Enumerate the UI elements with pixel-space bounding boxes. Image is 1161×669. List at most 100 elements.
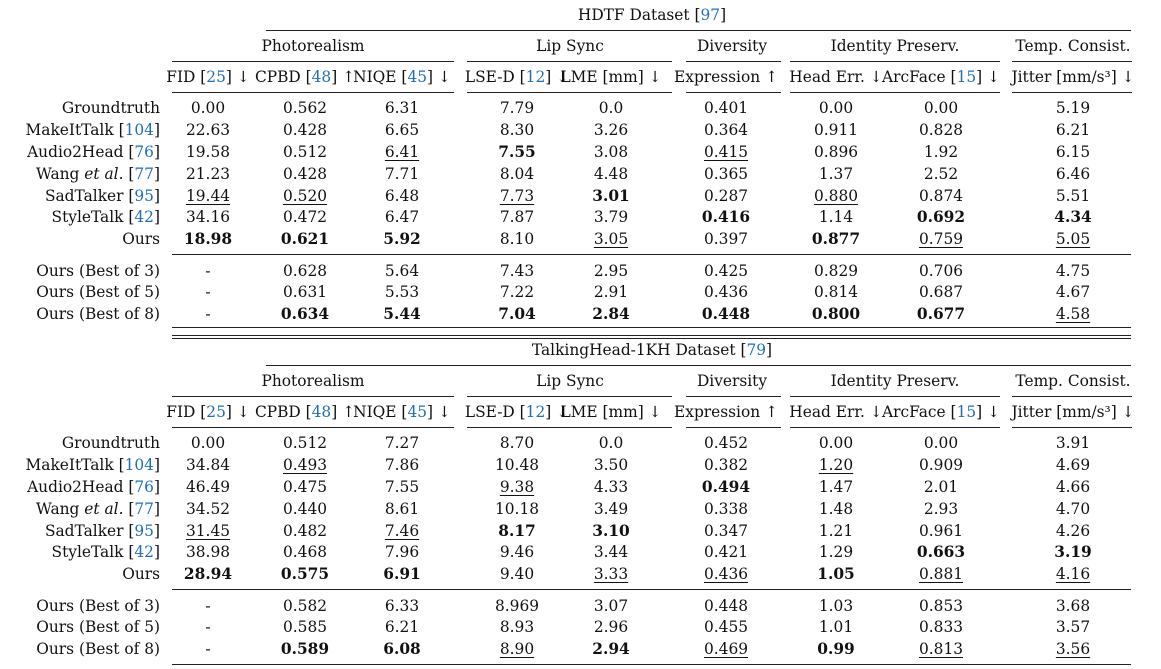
metric-name: LSE-D — [464, 403, 515, 421]
table-cell: 4.33 — [593, 478, 629, 496]
group-header: Lip Sync — [536, 37, 604, 55]
table-cell: 0.582 — [282, 597, 328, 615]
citation-link[interactable]: 104 — [124, 121, 154, 139]
table-cell: 0.909 — [918, 456, 964, 474]
table-cell: 0.365 — [703, 165, 749, 183]
table-cell: 5.19 — [1055, 99, 1091, 117]
table-cell: 38.98 — [185, 543, 231, 561]
citation-link[interactable]: 79 — [746, 341, 767, 359]
citation-link[interactable]: 76 — [134, 143, 154, 161]
citation-link[interactable]: 76 — [134, 478, 154, 496]
metric-name: Head Err. — [789, 68, 865, 86]
table-cell: 0.0 — [598, 99, 624, 117]
metric-name: Jitter [mm/s³] — [1011, 403, 1117, 421]
group-rule — [790, 396, 1000, 397]
table-cell: 0.833 — [918, 618, 964, 636]
citation-link[interactable]: 77 — [134, 165, 154, 183]
table-cell: 0.634 — [280, 305, 330, 323]
method-name: Ours (Best of 8) — [36, 305, 160, 323]
table-cell: 3.19 — [1054, 543, 1092, 561]
dataset-rule — [266, 365, 1131, 366]
citation-link[interactable]: 15 — [956, 68, 977, 86]
table-cell: 1.14 — [818, 208, 854, 226]
table-cell: 0.00 — [190, 434, 226, 452]
method-text: MakeItTalk — [25, 456, 114, 474]
citation-link[interactable]: 42 — [134, 543, 154, 561]
group-header: Identity Preserv. — [831, 37, 960, 55]
table-bottom-rule — [172, 327, 1131, 328]
table-cell: 0.397 — [703, 230, 749, 248]
header-bottom-rule — [790, 427, 1000, 428]
citation-link[interactable]: 77 — [134, 500, 154, 518]
citation-link[interactable]: 104 — [124, 456, 154, 474]
table-cell: 0.520 — [282, 187, 328, 205]
arrow-down-icon: ↓ — [437, 403, 451, 421]
method-name: Ours (Best of 5) — [36, 283, 160, 301]
table-cell: 0.589 — [280, 640, 330, 658]
group-header-text: Identity Preserv. — [830, 37, 960, 55]
table-cell: 3.07 — [593, 597, 629, 615]
table-cell: 0.706 — [918, 262, 964, 280]
arrow-down-icon: ↓ — [236, 403, 250, 421]
citation-link[interactable]: 48 — [311, 68, 332, 86]
table-cell: 6.47 — [384, 208, 420, 226]
citation-link[interactable]: 45 — [407, 403, 428, 421]
table-cell: 5.51 — [1055, 187, 1091, 205]
metric-name: LSE-D — [464, 68, 515, 86]
method-name: Ours (Best of 3) — [36, 597, 160, 615]
table-cell: 0.692 — [916, 208, 966, 226]
citation-link[interactable]: 97 — [700, 6, 721, 24]
method-name: Groundtruth — [62, 434, 160, 452]
metric-header: CPBD [48] ↑ — [254, 403, 356, 421]
citation-link[interactable]: 12 — [525, 68, 546, 86]
dataset-title-text: HDTF Dataset — [577, 6, 690, 24]
group-header-text: Identity Preserv. — [830, 372, 960, 390]
table-cell: 34.52 — [185, 500, 231, 518]
metric-header: LME [mm] ↓ — [560, 68, 661, 86]
table-cell: 0.364 — [703, 121, 749, 139]
citation-link[interactable]: 95 — [134, 522, 154, 540]
group-header-text: Photorealism — [261, 372, 365, 390]
dataset-title-text: TalkingHead-1KH Dataset — [531, 341, 736, 359]
metric-name: Expression — [674, 403, 761, 421]
table-top-rule — [172, 335, 1131, 336]
section-rule — [172, 254, 1131, 255]
table-cell: 1.05 — [817, 565, 855, 583]
metric-header: LSE-D [12] ↓ — [464, 68, 570, 86]
arrow-down-icon: ↓ — [648, 403, 662, 421]
table-cell: 0.415 — [703, 143, 749, 161]
table-cell: 7.79 — [499, 99, 535, 117]
citation-link[interactable]: 45 — [407, 68, 428, 86]
dataset-title: HDTF Dataset [97] — [577, 6, 727, 24]
table-cell: 0.469 — [703, 640, 749, 658]
group-rule — [686, 61, 781, 62]
table-cell: 0.00 — [818, 99, 854, 117]
results-table: TalkingHead-1KH Dataset [79] Photorealism… — [0, 335, 1161, 665]
table-cell: 7.71 — [384, 165, 420, 183]
citation-link[interactable]: 48 — [311, 403, 332, 421]
metric-name: NIQE — [353, 403, 397, 421]
citation-link[interactable]: 15 — [956, 403, 977, 421]
citation-link[interactable]: 12 — [525, 403, 546, 421]
table-cell: 7.22 — [499, 283, 535, 301]
table-cell: 0.814 — [813, 283, 859, 301]
table-cell: 0.853 — [918, 597, 964, 615]
method-text: Groundtruth — [61, 434, 160, 452]
metric-name: ArcFace — [882, 68, 946, 86]
citation-link[interactable]: 25 — [206, 68, 226, 86]
table-cell: 0.677 — [916, 305, 966, 323]
table-cell: 9.38 — [499, 478, 535, 496]
table-cell: 0.436 — [703, 565, 749, 583]
header-bottom-rule — [686, 427, 781, 428]
table-cell: 6.91 — [383, 565, 421, 583]
table-cell: 0.585 — [282, 618, 328, 636]
citation-link[interactable]: 95 — [134, 187, 154, 205]
citation-link[interactable]: 25 — [206, 403, 226, 421]
metric-header: ArcFace [15] ↓ — [882, 68, 1000, 86]
citation-link[interactable]: 42 — [134, 208, 154, 226]
method-text: Audio2Head — [27, 143, 124, 161]
metric-name: FID — [166, 403, 196, 421]
table-cell: 0.99 — [817, 640, 855, 658]
table-cell: 3.49 — [593, 500, 629, 518]
results-table: HDTF Dataset [97] Photorealism Lip Sync Div… — [0, 0, 1161, 330]
